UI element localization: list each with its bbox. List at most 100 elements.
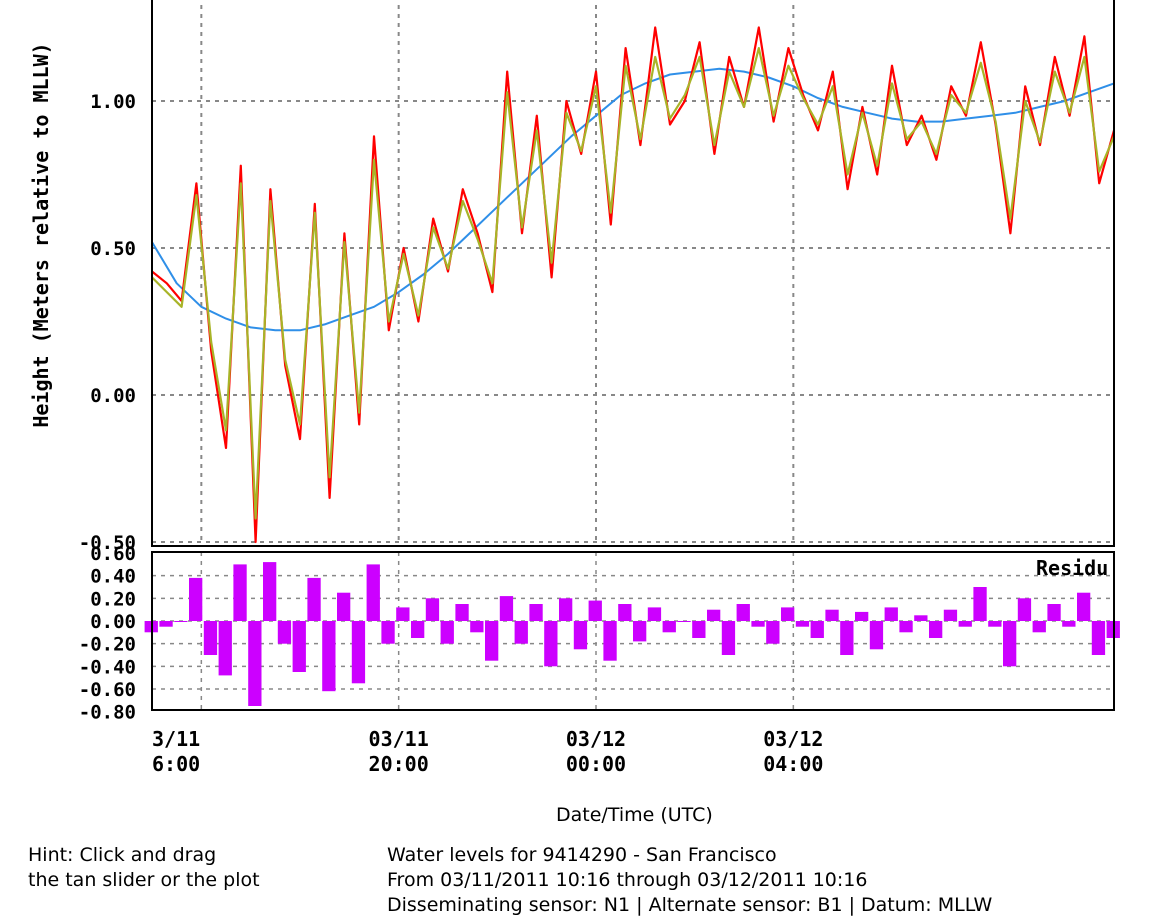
residual-bar	[618, 604, 632, 621]
residual-bar	[1047, 604, 1061, 621]
residual-bar	[840, 621, 854, 655]
residual-bar	[692, 621, 706, 638]
residual-bar	[455, 604, 469, 621]
residual-y-tick-labels: 0.600.400.200.00-0.20-0.40-0.60-0.80	[79, 543, 136, 724]
residual-bar	[973, 587, 987, 621]
residual-bar	[869, 621, 884, 650]
residual-bar	[825, 609, 839, 621]
residual-bar	[233, 564, 247, 621]
x-tick-date: 3/11	[152, 727, 200, 751]
residual-bar	[396, 607, 410, 621]
residual-y-tick-label: 0.40	[90, 566, 136, 588]
residual-bar	[751, 621, 765, 627]
residual-bar	[1017, 598, 1032, 621]
residual-bar	[470, 621, 484, 633]
residual-bar	[603, 621, 617, 661]
residual-bar	[203, 621, 218, 655]
residual-bar	[248, 621, 262, 706]
residual-bar	[351, 621, 366, 684]
residual-bar	[884, 607, 898, 621]
residual-bar	[1062, 621, 1076, 627]
residual-y-tick-label: 0.60	[90, 543, 136, 565]
info-station-title: Water levels for 9414290 - San Francisco	[387, 844, 777, 866]
residual-bar	[647, 607, 662, 621]
x-tick-date: 03/12	[763, 727, 823, 751]
residual-bar	[307, 577, 321, 621]
residual-bar	[189, 577, 203, 621]
residual-bar	[855, 611, 869, 621]
residual-bar	[544, 621, 558, 667]
main-plot-series	[151, 26, 1116, 544]
residual-bar	[929, 621, 943, 638]
x-tick-time: 20:00	[369, 752, 429, 776]
residual-bar	[707, 609, 721, 621]
residual-bar	[810, 621, 824, 638]
residual-bar	[499, 596, 514, 621]
residual-bar	[795, 621, 810, 627]
main-plot-frame[interactable]	[151, 0, 1115, 547]
residual-bar	[1032, 621, 1046, 633]
info-sensor-datum: Disseminating sensor: N1 | Alternate sen…	[387, 894, 993, 916]
residual-bar	[529, 604, 543, 621]
residual-bar	[633, 621, 647, 642]
main-y-tick-label: 0.00	[90, 385, 136, 407]
residual-y-tick-label: -0.60	[79, 679, 136, 701]
residual-bar	[588, 600, 602, 621]
residual-bar	[366, 564, 380, 621]
residual-plot-series	[144, 562, 1120, 706]
series-line-predicted	[151, 67, 1115, 332]
residual-bar	[721, 621, 736, 655]
residual-bar	[662, 621, 676, 633]
residual-bar	[425, 598, 440, 621]
residual-bar	[411, 621, 425, 638]
x-tick-time: 00:00	[566, 752, 626, 776]
residual-bar	[277, 621, 292, 644]
residual-y-tick-label: -0.80	[79, 702, 136, 724]
residual-y-tick-label: -0.20	[79, 634, 136, 656]
residual-title: Residu	[1036, 556, 1108, 580]
residual-bar	[559, 598, 573, 621]
residual-bar	[322, 621, 336, 692]
residual-bar	[337, 592, 351, 621]
residual-bar	[263, 562, 277, 621]
residual-bar	[485, 621, 499, 661]
residual-bar	[958, 621, 972, 627]
residual-bar	[943, 609, 958, 621]
x-tick-time: 6:00	[152, 752, 200, 776]
residual-bar	[381, 621, 395, 644]
residual-bar	[174, 621, 188, 622]
x-tick-date: 03/12	[566, 727, 626, 751]
hint-line-2: the tan slider or the plot	[28, 869, 260, 891]
residual-bar	[218, 621, 232, 676]
series-line-filtered	[151, 46, 1116, 520]
residual-bar	[292, 621, 306, 672]
residual-bar	[914, 615, 928, 621]
x-tick-date: 03/11	[369, 727, 429, 751]
residual-bar	[514, 621, 528, 644]
residual-bar	[573, 621, 588, 650]
main-plot-grid	[152, 0, 1114, 546]
main-y-tick-label: -0.50	[79, 532, 136, 554]
residual-bar	[1003, 621, 1017, 667]
residual-bar	[1077, 592, 1091, 621]
hint-line-1: Hint: Click and drag	[28, 844, 217, 866]
info-date-range: From 03/11/2011 10:16 through 03/12/2011…	[387, 869, 868, 891]
residual-plot-frame[interactable]	[151, 551, 1115, 711]
residual-y-tick-label: -0.40	[79, 656, 136, 678]
main-y-tick-label: 1.00	[90, 91, 136, 113]
residual-bar	[766, 621, 780, 644]
residual-bar	[781, 607, 795, 621]
main-y-tick-label: 0.50	[90, 238, 136, 260]
residual-bar	[899, 621, 913, 633]
residual-bar	[440, 621, 454, 644]
residual-bar	[159, 621, 173, 627]
x-tick-time: 04:00	[763, 752, 823, 776]
main-y-tick-labels: 1.00 0.50 0.00 -0.50	[79, 91, 136, 554]
residual-bar	[736, 604, 750, 621]
residual-bar	[1091, 621, 1106, 655]
residual-bar	[988, 621, 1002, 627]
main-y-axis-label: Height (Meters relative to MLLW)	[29, 42, 53, 427]
residual-y-tick-label: 0.00	[90, 611, 136, 633]
